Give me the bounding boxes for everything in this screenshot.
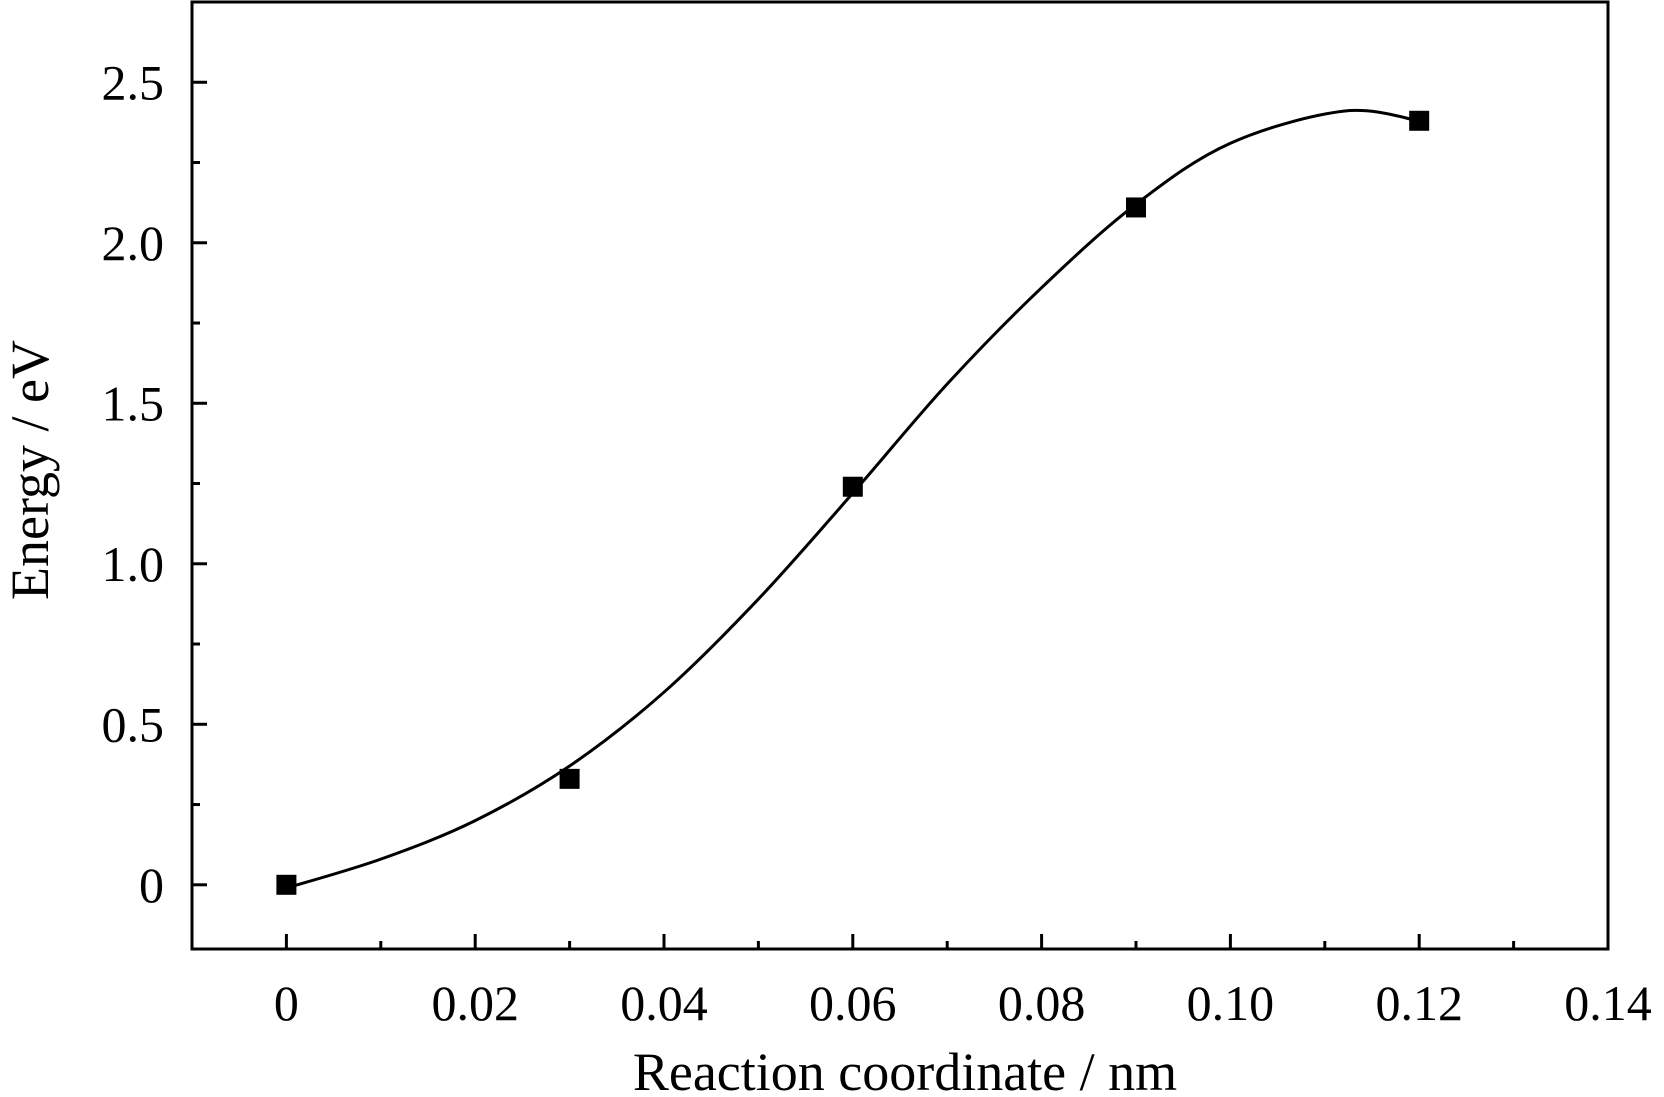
data-point — [1126, 197, 1146, 218]
data-point — [559, 768, 580, 789]
x-tick-label: 0.08 — [998, 975, 1086, 1031]
data-point — [842, 476, 863, 497]
y-tick-label: 1.5 — [102, 375, 165, 431]
y-tick-label: 0 — [139, 857, 164, 913]
y-axis-title: Energy / eV — [0, 340, 60, 600]
y-tick-label: 2.5 — [102, 54, 165, 110]
fit-curve-layer — [285, 108, 1420, 890]
tick-labels: 0 0.02 0.04 0.06 0.08 0.10 0.12 0.14 0 0.5 1.0 1.5 2… — [102, 54, 1652, 1031]
fit-curve — [285, 108, 1420, 890]
data-point — [276, 874, 297, 895]
x-tick-label: 0.14 — [1564, 975, 1652, 1031]
y-tick-label: 0.5 — [102, 696, 165, 752]
x-tick-label: 0.10 — [1187, 975, 1275, 1031]
x-tick-label: 0.06 — [809, 975, 897, 1031]
data-point — [1409, 110, 1430, 131]
axis-ticks — [192, 80, 1610, 949]
y-tick-label: 1.0 — [102, 536, 165, 592]
x-tick-label: 0.12 — [1375, 975, 1463, 1031]
y-tick-label: 2.0 — [102, 215, 165, 271]
x-tick-label: 0.04 — [620, 975, 708, 1031]
data-points — [276, 110, 1430, 895]
x-tick-label: 0.02 — [431, 975, 519, 1031]
x-axis-title: Reaction coordinate / nm — [633, 1042, 1177, 1097]
plot-frame — [190, 0, 1610, 951]
x-tick-label: 0 — [274, 975, 299, 1031]
